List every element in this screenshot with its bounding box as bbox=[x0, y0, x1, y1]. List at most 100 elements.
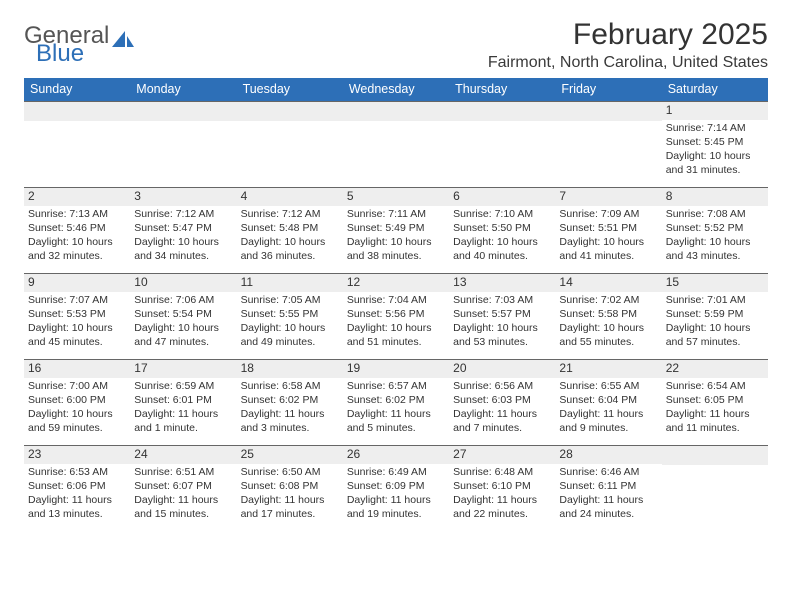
calendar-cell bbox=[237, 101, 343, 187]
calendar-page: General Blue February 2025 Fairmont, Nor… bbox=[0, 0, 792, 612]
daylight-line: Daylight: 10 hours and 31 minutes. bbox=[666, 150, 764, 177]
day-number-bar: 23 bbox=[24, 445, 130, 464]
weekday-header-row: SundayMondayTuesdayWednesdayThursdayFrid… bbox=[24, 78, 768, 101]
calendar-cell: 17Sunrise: 6:59 AMSunset: 6:01 PMDayligh… bbox=[130, 359, 236, 445]
calendar-cell: 2Sunrise: 7:13 AMSunset: 5:46 PMDaylight… bbox=[24, 187, 130, 273]
sunrise-line: Sunrise: 7:02 AM bbox=[559, 294, 657, 307]
day-number-bar: 2 bbox=[24, 187, 130, 206]
sunset-line: Sunset: 5:58 PM bbox=[559, 308, 657, 321]
sunrise-line: Sunrise: 6:51 AM bbox=[134, 466, 232, 479]
day-details: Sunrise: 7:09 AMSunset: 5:51 PMDaylight:… bbox=[555, 206, 661, 267]
sunrise-line: Sunrise: 7:13 AM bbox=[28, 208, 126, 221]
day-number-bar: 8 bbox=[662, 187, 768, 206]
calendar-cell bbox=[130, 101, 236, 187]
calendar-cell: 20Sunrise: 6:56 AMSunset: 6:03 PMDayligh… bbox=[449, 359, 555, 445]
daylight-line: Daylight: 11 hours and 1 minute. bbox=[134, 408, 232, 435]
calendar-week-row: 23Sunrise: 6:53 AMSunset: 6:06 PMDayligh… bbox=[24, 445, 768, 531]
calendar-cell: 10Sunrise: 7:06 AMSunset: 5:54 PMDayligh… bbox=[130, 273, 236, 359]
day-number-bar bbox=[449, 101, 555, 121]
calendar-cell: 18Sunrise: 6:58 AMSunset: 6:02 PMDayligh… bbox=[237, 359, 343, 445]
daylight-line: Daylight: 11 hours and 13 minutes. bbox=[28, 494, 126, 521]
daylight-line: Daylight: 10 hours and 36 minutes. bbox=[241, 236, 339, 263]
sunset-line: Sunset: 5:49 PM bbox=[347, 222, 445, 235]
daylight-line: Daylight: 10 hours and 57 minutes. bbox=[666, 322, 764, 349]
day-number-bar: 14 bbox=[555, 273, 661, 292]
day-number-bar: 6 bbox=[449, 187, 555, 206]
sunrise-line: Sunrise: 7:04 AM bbox=[347, 294, 445, 307]
day-details: Sunrise: 7:08 AMSunset: 5:52 PMDaylight:… bbox=[662, 206, 768, 267]
day-details: Sunrise: 7:03 AMSunset: 5:57 PMDaylight:… bbox=[449, 292, 555, 353]
sunrise-line: Sunrise: 6:49 AM bbox=[347, 466, 445, 479]
sunset-line: Sunset: 6:02 PM bbox=[241, 394, 339, 407]
daylight-line: Daylight: 11 hours and 15 minutes. bbox=[134, 494, 232, 521]
sunrise-line: Sunrise: 6:54 AM bbox=[666, 380, 764, 393]
daylight-line: Daylight: 10 hours and 49 minutes. bbox=[241, 322, 339, 349]
day-number-bar: 27 bbox=[449, 445, 555, 464]
sunrise-line: Sunrise: 6:58 AM bbox=[241, 380, 339, 393]
calendar-cell: 22Sunrise: 6:54 AMSunset: 6:05 PMDayligh… bbox=[662, 359, 768, 445]
daylight-line: Daylight: 10 hours and 51 minutes. bbox=[347, 322, 445, 349]
daylight-line: Daylight: 10 hours and 38 minutes. bbox=[347, 236, 445, 263]
day-number-bar bbox=[343, 101, 449, 121]
day-details: Sunrise: 6:49 AMSunset: 6:09 PMDaylight:… bbox=[343, 464, 449, 525]
calendar-cell: 26Sunrise: 6:49 AMSunset: 6:09 PMDayligh… bbox=[343, 445, 449, 531]
sunset-line: Sunset: 6:02 PM bbox=[347, 394, 445, 407]
day-details: Sunrise: 7:13 AMSunset: 5:46 PMDaylight:… bbox=[24, 206, 130, 267]
day-details: Sunrise: 7:02 AMSunset: 5:58 PMDaylight:… bbox=[555, 292, 661, 353]
sunrise-line: Sunrise: 6:56 AM bbox=[453, 380, 551, 393]
day-details: Sunrise: 7:11 AMSunset: 5:49 PMDaylight:… bbox=[343, 206, 449, 267]
sunset-line: Sunset: 6:10 PM bbox=[453, 480, 551, 493]
day-number-bar: 20 bbox=[449, 359, 555, 378]
sunset-line: Sunset: 5:50 PM bbox=[453, 222, 551, 235]
day-number-bar: 17 bbox=[130, 359, 236, 378]
day-details: Sunrise: 7:10 AMSunset: 5:50 PMDaylight:… bbox=[449, 206, 555, 267]
daylight-line: Daylight: 11 hours and 7 minutes. bbox=[453, 408, 551, 435]
calendar-cell: 28Sunrise: 6:46 AMSunset: 6:11 PMDayligh… bbox=[555, 445, 661, 531]
weekday-header: Thursday bbox=[449, 78, 555, 101]
calendar-cell bbox=[343, 101, 449, 187]
day-details: Sunrise: 6:48 AMSunset: 6:10 PMDaylight:… bbox=[449, 464, 555, 525]
day-number-bar: 11 bbox=[237, 273, 343, 292]
daylight-line: Daylight: 11 hours and 9 minutes. bbox=[559, 408, 657, 435]
daylight-line: Daylight: 10 hours and 47 minutes. bbox=[134, 322, 232, 349]
sunrise-line: Sunrise: 7:01 AM bbox=[666, 294, 764, 307]
calendar-cell: 21Sunrise: 6:55 AMSunset: 6:04 PMDayligh… bbox=[555, 359, 661, 445]
sunrise-line: Sunrise: 7:10 AM bbox=[453, 208, 551, 221]
sunset-line: Sunset: 5:51 PM bbox=[559, 222, 657, 235]
sunset-line: Sunset: 5:46 PM bbox=[28, 222, 126, 235]
daylight-line: Daylight: 10 hours and 45 minutes. bbox=[28, 322, 126, 349]
day-number-bar: 16 bbox=[24, 359, 130, 378]
day-number-bar: 4 bbox=[237, 187, 343, 206]
day-details: Sunrise: 6:53 AMSunset: 6:06 PMDaylight:… bbox=[24, 464, 130, 525]
day-number-bar: 24 bbox=[130, 445, 236, 464]
sunrise-line: Sunrise: 7:05 AM bbox=[241, 294, 339, 307]
day-number-bar: 5 bbox=[343, 187, 449, 206]
calendar-cell: 15Sunrise: 7:01 AMSunset: 5:59 PMDayligh… bbox=[662, 273, 768, 359]
daylight-line: Daylight: 11 hours and 11 minutes. bbox=[666, 408, 764, 435]
day-number-bar: 19 bbox=[343, 359, 449, 378]
sunrise-line: Sunrise: 7:07 AM bbox=[28, 294, 126, 307]
sunrise-line: Sunrise: 7:12 AM bbox=[134, 208, 232, 221]
calendar-cell bbox=[555, 101, 661, 187]
day-number-bar: 15 bbox=[662, 273, 768, 292]
sunrise-line: Sunrise: 7:06 AM bbox=[134, 294, 232, 307]
sunset-line: Sunset: 5:56 PM bbox=[347, 308, 445, 321]
calendar-week-row: 16Sunrise: 7:00 AMSunset: 6:00 PMDayligh… bbox=[24, 359, 768, 445]
calendar-cell: 14Sunrise: 7:02 AMSunset: 5:58 PMDayligh… bbox=[555, 273, 661, 359]
day-details: Sunrise: 6:46 AMSunset: 6:11 PMDaylight:… bbox=[555, 464, 661, 525]
sunset-line: Sunset: 6:01 PM bbox=[134, 394, 232, 407]
sunrise-line: Sunrise: 6:57 AM bbox=[347, 380, 445, 393]
brand-word-2: Blue bbox=[36, 42, 135, 66]
sunset-line: Sunset: 6:05 PM bbox=[666, 394, 764, 407]
day-details: Sunrise: 6:54 AMSunset: 6:05 PMDaylight:… bbox=[662, 378, 768, 439]
sunrise-line: Sunrise: 7:00 AM bbox=[28, 380, 126, 393]
calendar-cell: 5Sunrise: 7:11 AMSunset: 5:49 PMDaylight… bbox=[343, 187, 449, 273]
day-number-bar: 28 bbox=[555, 445, 661, 464]
sunrise-line: Sunrise: 6:53 AM bbox=[28, 466, 126, 479]
calendar-cell bbox=[24, 101, 130, 187]
sunrise-line: Sunrise: 7:11 AM bbox=[347, 208, 445, 221]
day-details: Sunrise: 7:06 AMSunset: 5:54 PMDaylight:… bbox=[130, 292, 236, 353]
sunset-line: Sunset: 5:45 PM bbox=[666, 136, 764, 149]
day-number-bar: 13 bbox=[449, 273, 555, 292]
calendar-cell: 6Sunrise: 7:10 AMSunset: 5:50 PMDaylight… bbox=[449, 187, 555, 273]
